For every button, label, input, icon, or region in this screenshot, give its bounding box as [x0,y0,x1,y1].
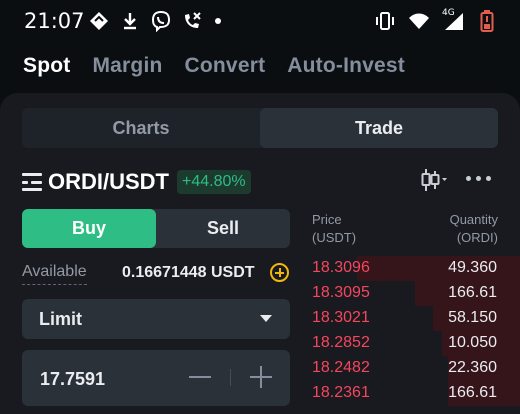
ask-depth-bar [356,256,520,281]
ask-quantity: 22.360 [448,359,497,376]
ask-price: 18.3021 [312,309,370,326]
signal-4g-icon: 4G [442,8,464,32]
view-segmented-control: Charts Trade [22,108,498,148]
pair-selector[interactable]: ORDI/USDT +44.80% [22,168,251,196]
ask-price: 18.2482 [312,359,370,376]
tab-charts[interactable]: Charts [112,117,170,138]
ask-depth-bar [441,331,520,356]
pair-name[interactable]: ORDI/USDT [48,169,169,194]
network-type-label: 4G [442,8,455,18]
ask-price: 18.3095 [312,284,370,301]
ask-row[interactable]: 18.2852 10.050 [302,331,520,356]
ask-depth-bar [415,281,520,306]
orderbook-asks: 18.3096 49.360 18.3095 166.61 18.3021 58… [302,256,520,406]
decrease-price-icon[interactable] [189,376,211,378]
buy-sell-toggle: Buy Sell [22,209,290,248]
pair-list-icon[interactable] [22,173,42,191]
price-value[interactable]: 17.7591 [40,369,106,389]
notification-icons [88,10,221,32]
tab-margin[interactable]: Margin [92,54,163,77]
increase-price-icon[interactable] [250,366,272,388]
order-type-dropdown[interactable]: Limit [22,299,290,339]
more-options-icon[interactable] [466,176,491,181]
caret-down-icon [260,315,272,322]
system-icons: 4G [374,8,498,32]
orderbook-price-header: Price (USDT) [312,211,356,247]
price-header-label: Price [312,212,342,227]
tab-trade[interactable]: Trade [260,108,498,148]
viber-icon [150,10,172,32]
add-funds-icon[interactable] [270,263,289,282]
download-icon [119,10,141,32]
ask-depth-bar [448,356,520,381]
ask-quantity: 166.61 [448,384,497,401]
ask-row[interactable]: 18.2361 166.61 [302,381,520,406]
ask-quantity: 10.050 [448,334,497,351]
ask-price: 18.3096 [312,259,370,276]
status-time: 21:07 [24,9,85,33]
ask-price: 18.2852 [312,334,370,351]
buy-button[interactable]: Buy [22,209,156,248]
diamond-notification-icon [88,10,110,32]
stepper-divider [230,369,231,386]
candlestick-chart-icon[interactable] [420,168,448,192]
orderbook-quantity-header: Quantity (ORDI) [450,211,498,247]
ask-row[interactable]: 18.3096 49.360 [302,256,520,281]
available-label[interactable]: Available [22,263,87,285]
price-header-unit: (USDT) [312,230,357,245]
ask-depth-bar [432,306,520,331]
tab-auto-invest[interactable]: Auto-Invest [287,54,405,77]
ask-row[interactable]: 18.3095 166.61 [302,281,520,306]
vibrate-icon [374,10,396,32]
ask-row[interactable]: 18.2482 22.360 [302,356,520,381]
more-notifications-dot [215,18,221,24]
order-type-value: Limit [39,309,82,329]
wifi-icon [408,10,430,32]
battery-low-icon [476,10,498,32]
ask-price: 18.2361 [312,384,370,401]
tab-convert[interactable]: Convert [184,54,266,77]
quantity-header-unit: (ORDI) [456,230,498,245]
ask-quantity: 58.150 [448,309,497,326]
missed-call-icon [181,10,203,32]
sell-button[interactable]: Sell [206,218,240,238]
status-bar: 21:07 4G [0,0,520,42]
tab-spot[interactable]: Spot [23,54,71,77]
quantity-header-label: Quantity [449,212,498,227]
pair-change-badge: +44.80% [177,170,251,194]
price-input[interactable]: 17.7591 [22,350,290,406]
ask-row[interactable]: 18.3021 58.150 [302,306,520,331]
available-balance: 0.16671448 USDT [122,264,255,281]
trade-mode-tabs: Spot Margin Convert Auto-Invest [23,54,427,78]
ask-depth-bar [448,381,520,406]
ask-quantity: 49.360 [448,259,497,276]
ask-quantity: 166.61 [448,284,497,301]
